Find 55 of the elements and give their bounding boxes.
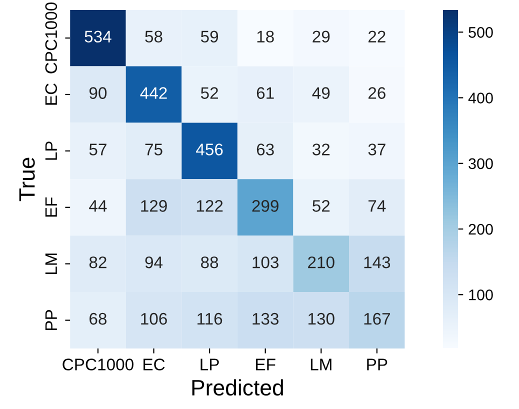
data-label: 299 bbox=[252, 200, 278, 212]
x-tick-label: LM bbox=[310, 358, 332, 370]
data-label: 26 bbox=[368, 87, 386, 99]
data-label: 116 bbox=[198, 312, 222, 325]
data-label: 534 bbox=[84, 30, 112, 43]
data-label: 52 bbox=[200, 87, 218, 99]
data-label: 130 bbox=[308, 312, 334, 325]
color-bar-label: 400 bbox=[468, 92, 493, 104]
data-label: 88 bbox=[201, 256, 218, 268]
data-label: 210 bbox=[308, 256, 334, 268]
data-label: 456 bbox=[196, 144, 223, 156]
data-label: 143 bbox=[364, 256, 390, 268]
y-tick-label: PP bbox=[45, 310, 57, 330]
color-bar-label: 200 bbox=[468, 224, 493, 235]
data-label: 22 bbox=[368, 30, 386, 42]
x-tick-label: EC bbox=[144, 358, 165, 370]
data-label: 103 bbox=[252, 256, 279, 268]
y-tick-label: LM bbox=[45, 254, 57, 274]
y-tick-label: EC bbox=[45, 84, 58, 105]
y-tick-label: CPC1000 bbox=[45, 2, 58, 74]
x-tick-label: CPC1000 bbox=[62, 358, 134, 370]
y-tick-label: EF bbox=[45, 197, 57, 217]
data-label: 90 bbox=[89, 87, 107, 99]
data-label: 74 bbox=[368, 200, 386, 212]
data-label: 58 bbox=[145, 30, 162, 43]
data-label: 59 bbox=[200, 30, 218, 43]
data-label: 57 bbox=[89, 144, 106, 156]
data-label: 68 bbox=[90, 312, 107, 325]
data-label: 37 bbox=[368, 144, 386, 156]
y-tick-label: LP bbox=[45, 142, 57, 160]
color-bar-label: 500 bbox=[468, 27, 493, 38]
data-label: 167 bbox=[364, 312, 390, 325]
x-tick-label: EF bbox=[256, 358, 276, 370]
y-axis-title: True bbox=[19, 158, 35, 202]
data-label: 61 bbox=[256, 87, 274, 99]
x-tick-label: PP bbox=[367, 358, 388, 370]
color-bar-label: 100 bbox=[469, 290, 493, 300]
x-tick-label: LP bbox=[200, 358, 219, 370]
data-label: 129 bbox=[141, 200, 167, 212]
data-label: 29 bbox=[312, 30, 330, 43]
data-label: 122 bbox=[196, 200, 223, 212]
data-label: 94 bbox=[145, 256, 163, 268]
data-label: 75 bbox=[145, 144, 162, 156]
data-label: 82 bbox=[89, 256, 106, 268]
data-label: 32 bbox=[312, 144, 330, 156]
data-label: 52 bbox=[312, 200, 330, 212]
data-label: 63 bbox=[256, 144, 274, 156]
data-label: 44 bbox=[89, 200, 107, 212]
data-label: 106 bbox=[141, 312, 167, 325]
data-label: 133 bbox=[252, 312, 279, 325]
data-label: 18 bbox=[257, 30, 274, 43]
data-label: 49 bbox=[312, 87, 330, 99]
color-bar-label: 300 bbox=[468, 158, 493, 170]
x-axis-title: Predicted bbox=[192, 379, 283, 396]
data-label: 442 bbox=[140, 87, 167, 99]
